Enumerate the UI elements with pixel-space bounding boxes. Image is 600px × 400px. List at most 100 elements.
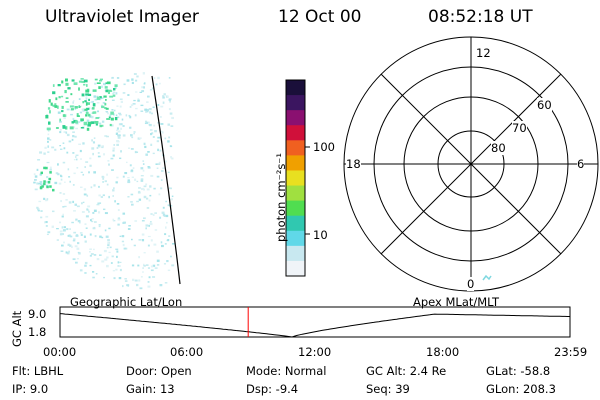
- speckle: [112, 189, 115, 192]
- speckle: [100, 196, 104, 198]
- speckle: [54, 103, 57, 105]
- speckle: [46, 127, 51, 131]
- speckle: [105, 99, 107, 101]
- speckle: [166, 221, 168, 224]
- speckle: [66, 133, 70, 137]
- speckle: [108, 91, 111, 95]
- speckle: [49, 110, 51, 114]
- speckle: [64, 114, 67, 117]
- speckle: [110, 117, 114, 121]
- speckle: [138, 256, 141, 259]
- speckle: [142, 267, 144, 269]
- speckle: [102, 181, 104, 183]
- speckle: [146, 108, 149, 112]
- speckle: [145, 121, 149, 124]
- speckle: [91, 115, 94, 119]
- speckle: [153, 243, 157, 246]
- speckle: [82, 108, 85, 111]
- speckle: [143, 86, 145, 89]
- speckle: [79, 149, 82, 153]
- speckle: [89, 254, 92, 257]
- speckle: [154, 267, 158, 269]
- speckle: [138, 137, 142, 139]
- speckle: [97, 110, 100, 113]
- speckle: [39, 184, 43, 187]
- colorbar-band: [286, 155, 305, 171]
- speckle: [79, 111, 83, 114]
- speckle: [94, 82, 97, 85]
- speckle: [143, 217, 146, 220]
- speckle: [132, 278, 135, 282]
- speckle: [145, 227, 147, 230]
- speckle: [61, 244, 64, 247]
- speckle: [130, 134, 133, 137]
- speckle: [89, 233, 92, 236]
- speckle: [77, 242, 80, 245]
- colorbar-band: [286, 125, 305, 141]
- speckle: [89, 164, 92, 167]
- speckle: [158, 193, 161, 196]
- speckle: [132, 103, 136, 105]
- speckle: [114, 200, 116, 203]
- speckle: [81, 202, 83, 205]
- speckle: [46, 181, 48, 184]
- speckle: [171, 157, 174, 160]
- speckle: [144, 108, 148, 111]
- speckle: [101, 145, 105, 147]
- speckle: [161, 244, 164, 248]
- speckle: [133, 73, 137, 75]
- speckle: [170, 198, 173, 201]
- speckle: [151, 132, 154, 135]
- speckle: [128, 225, 131, 227]
- speckle: [112, 154, 115, 157]
- speckle: [45, 166, 48, 170]
- speckle: [140, 178, 144, 180]
- speckle: [55, 172, 59, 175]
- speckle: [149, 185, 152, 188]
- speckle: [57, 105, 59, 109]
- speckle: [152, 136, 155, 138]
- speckle: [89, 115, 93, 118]
- speckle: [75, 154, 79, 157]
- speckle: [65, 82, 69, 86]
- speckle: [112, 218, 115, 221]
- speckle: [103, 82, 105, 86]
- speckle: [66, 252, 70, 255]
- speckle: [131, 136, 134, 139]
- speckle: [92, 271, 95, 273]
- speckle: [75, 156, 77, 158]
- speckle: [84, 272, 87, 274]
- speckle: [73, 210, 76, 212]
- speckle: [150, 133, 152, 136]
- speckle: [72, 101, 74, 104]
- speckle: [115, 132, 118, 135]
- speckle: [61, 105, 64, 109]
- speckle: [146, 197, 149, 200]
- speckle: [52, 84, 55, 87]
- speckle: [96, 82, 101, 84]
- speckle: [72, 152, 75, 154]
- info-glat: GLat: -58.8: [486, 364, 551, 378]
- speckle: [64, 181, 66, 183]
- speckle: [138, 239, 142, 241]
- speckle: [93, 111, 97, 114]
- speckle: [141, 90, 145, 93]
- speckle: [150, 143, 153, 146]
- speckle: [71, 138, 74, 141]
- speckle: [169, 112, 173, 115]
- speckle: [122, 285, 124, 288]
- speckle: [154, 229, 158, 231]
- speckle: [36, 168, 39, 171]
- speckle: [157, 136, 161, 139]
- speckle: [171, 195, 174, 198]
- speckle: [61, 95, 64, 98]
- speckle: [156, 167, 159, 169]
- speckle: [146, 110, 149, 113]
- speckle: [111, 169, 114, 171]
- speckle: [87, 124, 91, 127]
- colorbar-tick-label-100: 100: [313, 140, 335, 154]
- speckle: [99, 97, 103, 100]
- speckle: [72, 184, 75, 186]
- speckle: [130, 170, 134, 173]
- speckle: [57, 84, 61, 87]
